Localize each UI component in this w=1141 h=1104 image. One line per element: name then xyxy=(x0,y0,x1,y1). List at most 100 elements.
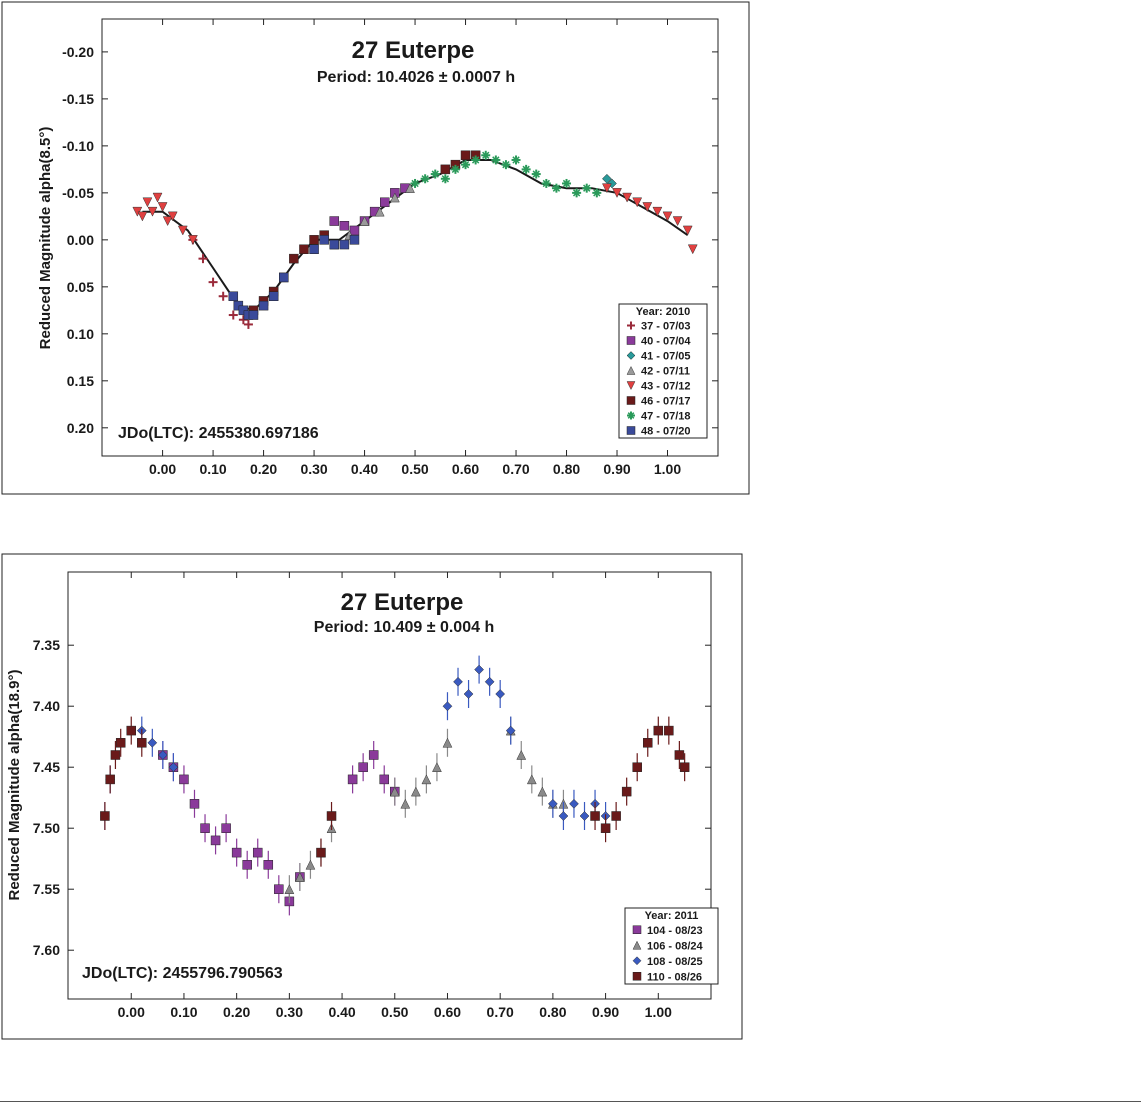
data-point xyxy=(569,798,579,809)
data-point xyxy=(495,689,506,699)
series-7 xyxy=(228,235,360,320)
page-bottom-rule xyxy=(0,1101,1141,1102)
data-point xyxy=(602,183,612,194)
data-point xyxy=(126,725,136,736)
data-point xyxy=(450,164,460,174)
data-point xyxy=(187,235,198,245)
data-point xyxy=(189,799,200,809)
series-3 xyxy=(100,716,690,867)
y-tick-label: -0.15 xyxy=(62,91,94,107)
data-point xyxy=(484,676,495,687)
x-tick-label: 0.10 xyxy=(199,461,226,477)
data-point xyxy=(558,811,569,821)
x-tick-label: 0.80 xyxy=(553,461,580,477)
series-4 xyxy=(132,183,698,255)
data-point xyxy=(460,150,471,161)
data-point xyxy=(380,197,390,208)
x-tick-label: 0.70 xyxy=(502,461,529,477)
legend-entry: 108 - 08/25 xyxy=(647,956,703,968)
data-series xyxy=(100,655,690,916)
data-point xyxy=(177,225,188,236)
x-tick-label: 0.90 xyxy=(603,461,630,477)
data-point xyxy=(179,774,189,785)
data-point xyxy=(442,701,453,712)
legend: Year: 2011 104 - 08/23 106 - 08/24 108 - 08… xyxy=(624,907,719,985)
data-point xyxy=(110,750,121,760)
legend-title: Year: 2011 xyxy=(645,910,699,922)
x-tick-label: 0.30 xyxy=(300,461,327,477)
data-point xyxy=(622,192,633,203)
y-tick-label: 7.60 xyxy=(33,942,60,958)
x-tick-label: 1.00 xyxy=(654,461,681,477)
legend-entry: 48 - 07/20 xyxy=(641,426,691,438)
legend-marker xyxy=(626,426,636,435)
legend-entry: 46 - 07/17 xyxy=(641,396,691,408)
legend-entry: 37 - 07/03 xyxy=(641,321,691,333)
data-point xyxy=(410,178,420,188)
data-point xyxy=(294,871,305,882)
data-point xyxy=(200,823,210,833)
legend-entry: 104 - 08/23 xyxy=(647,925,703,937)
data-point xyxy=(430,169,440,179)
legend-entry: 106 - 08/24 xyxy=(647,940,704,952)
data-point xyxy=(389,786,400,797)
data-point xyxy=(326,811,337,821)
x-tick-label: 0.20 xyxy=(250,461,277,477)
data-point xyxy=(137,738,147,748)
series-0 xyxy=(188,235,253,329)
data-point xyxy=(305,859,316,870)
data-point xyxy=(442,737,453,748)
data-series xyxy=(132,150,698,329)
data-point xyxy=(263,860,274,870)
data-point xyxy=(652,206,663,217)
data-point xyxy=(168,762,179,773)
data-point xyxy=(405,183,415,193)
legend-marker xyxy=(632,972,642,981)
legend-entry: 47 - 07/18 xyxy=(641,411,691,423)
x-tick-label: 0.40 xyxy=(351,461,378,477)
data-point xyxy=(309,244,319,254)
data-point xyxy=(358,762,368,772)
data-point xyxy=(516,749,527,760)
data-point xyxy=(137,211,148,222)
data-point xyxy=(440,164,451,175)
legend-marker xyxy=(626,336,636,345)
data-point xyxy=(274,884,284,894)
data-point xyxy=(611,811,621,821)
data-point xyxy=(339,239,350,250)
data-point xyxy=(481,150,491,160)
data-point xyxy=(410,786,421,797)
data-point xyxy=(152,192,163,203)
data-point xyxy=(268,291,279,301)
data-point xyxy=(162,216,173,227)
data-point xyxy=(329,239,340,250)
data-point xyxy=(208,277,218,287)
data-point xyxy=(157,202,168,213)
data-point xyxy=(339,221,350,231)
x-tick-label: 0.50 xyxy=(381,1004,408,1020)
data-point xyxy=(228,310,238,320)
figure-frame xyxy=(1,553,743,1040)
data-point xyxy=(440,174,450,184)
data-point xyxy=(248,310,259,320)
data-point xyxy=(316,847,326,858)
x-tick-label: 0.10 xyxy=(170,1004,197,1020)
series-6 xyxy=(410,150,602,198)
data-point xyxy=(389,192,400,203)
legend-entry: 40 - 07/04 xyxy=(641,336,691,348)
data-point xyxy=(592,188,602,198)
data-point xyxy=(299,244,309,254)
data-point xyxy=(682,225,693,236)
data-point xyxy=(642,202,653,213)
data-point xyxy=(329,216,340,226)
axis-ticks: 0.00 0.10 0.20 0.30 0.40 0.50 0.60 0.70 0.80 0.90… xyxy=(33,572,711,1020)
y-tick-label: 0.00 xyxy=(67,232,94,248)
y-tick-label: 7.55 xyxy=(33,881,60,897)
data-point xyxy=(100,811,110,821)
jdo-annotation: JDo(LTC): 2455380.697186 xyxy=(118,425,319,442)
data-point xyxy=(562,178,572,188)
y-tick-label: 7.40 xyxy=(33,698,60,714)
x-tick-label: 0.90 xyxy=(592,1004,619,1020)
data-point xyxy=(572,188,582,198)
jdo-annotation: JDo(LTC): 2455796.790563 xyxy=(82,965,283,982)
